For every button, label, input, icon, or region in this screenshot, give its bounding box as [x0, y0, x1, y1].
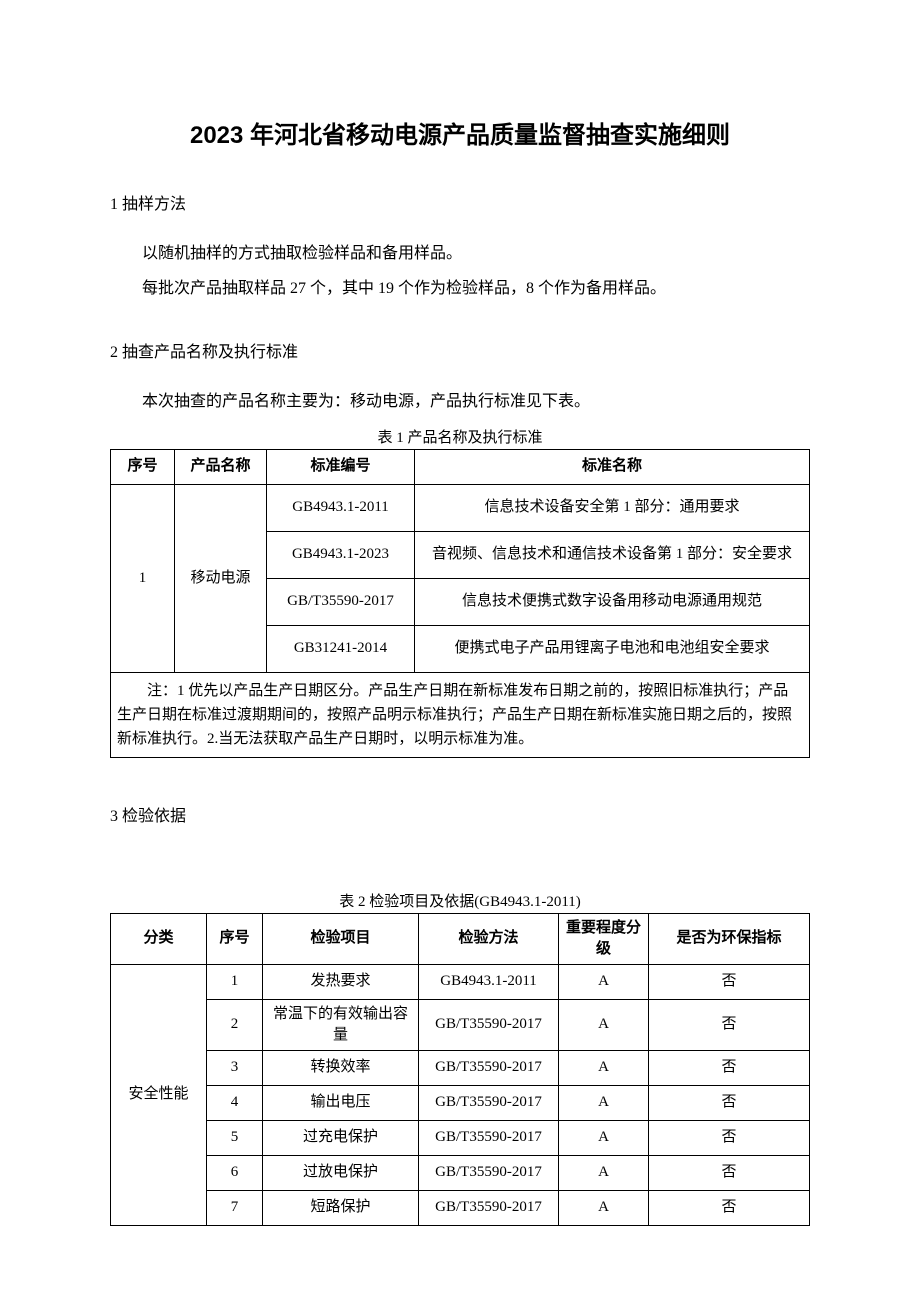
t1-product: 移动电源: [175, 484, 267, 672]
t2-method: GB/T35590-2017: [419, 1155, 559, 1190]
table-1-header-row: 序号 产品名称 标准编号 标准名称: [111, 449, 810, 484]
table-row: 1 移动电源 GB4943.1-2011 信息技术设备安全第 1 部分：通用要求: [111, 484, 810, 531]
t2-h6: 是否为环保指标: [649, 913, 810, 964]
t2-method: GB/T35590-2017: [419, 1190, 559, 1225]
t1-note-cell: 注：1 优先以产品生产日期区分。产品生产日期在新标准发布日期之前的，按照旧标准执…: [111, 672, 810, 757]
t2-idx: 5: [207, 1120, 263, 1155]
t2-grade: A: [559, 964, 649, 999]
t2-item: 输出电压: [263, 1085, 419, 1120]
t2-method: GB/T35590-2017: [419, 1120, 559, 1155]
t1-note-text: 注：1 优先以产品生产日期区分。产品生产日期在新标准发布日期之前的，按照旧标准执…: [117, 679, 803, 751]
section-2-para-1: 本次抽查的产品名称主要为：移动电源，产品执行标准见下表。: [110, 388, 810, 415]
table-row: 5 过充电保护 GB/T35590-2017 A 否: [111, 1120, 810, 1155]
t2-grade: A: [559, 1085, 649, 1120]
t2-env: 否: [649, 999, 810, 1050]
t2-env: 否: [649, 1050, 810, 1085]
section-2-heading: 2 抽查产品名称及执行标准: [110, 338, 810, 362]
t2-grade: A: [559, 1155, 649, 1190]
t2-item: 过充电保护: [263, 1120, 419, 1155]
t2-env: 否: [649, 1190, 810, 1225]
section-1-para-2: 每批次产品抽取样品 27 个，其中 19 个作为检验样品，8 个作为备用样品。: [110, 275, 810, 302]
t2-idx: 6: [207, 1155, 263, 1190]
t2-h2: 序号: [207, 913, 263, 964]
table-2-caption: 表 2 检验项目及依据(GB4943.1-2011): [110, 890, 810, 911]
t2-h3: 检验项目: [263, 913, 419, 964]
t1-name: 信息技术便携式数字设备用移动电源通用规范: [415, 578, 810, 625]
document-page: 2023 年河北省移动电源产品质量监督抽查实施细则 1 抽样方法 以随机抽样的方…: [0, 0, 920, 1286]
t1-code: GB31241-2014: [267, 625, 415, 672]
t2-category: 安全性能: [111, 964, 207, 1225]
t1-code: GB4943.1-2011: [267, 484, 415, 531]
t2-item: 短路保护: [263, 1190, 419, 1225]
table-1-note-row: 注：1 优先以产品生产日期区分。产品生产日期在新标准发布日期之前的，按照旧标准执…: [111, 672, 810, 757]
t1-h1: 序号: [111, 449, 175, 484]
t2-grade: A: [559, 999, 649, 1050]
t1-seq: 1: [111, 484, 175, 672]
t2-env: 否: [649, 964, 810, 999]
t2-idx: 7: [207, 1190, 263, 1225]
t2-idx: 3: [207, 1050, 263, 1085]
t2-method: GB/T35590-2017: [419, 999, 559, 1050]
table-1-caption: 表 1 产品名称及执行标准: [110, 426, 810, 447]
t1-h3: 标准编号: [267, 449, 415, 484]
table-row: 安全性能 1 发热要求 GB4943.1-2011 A 否: [111, 964, 810, 999]
t1-name: 信息技术设备安全第 1 部分：通用要求: [415, 484, 810, 531]
t2-h4: 检验方法: [419, 913, 559, 964]
t2-method: GB/T35590-2017: [419, 1050, 559, 1085]
table-1: 序号 产品名称 标准编号 标准名称 1 移动电源 GB4943.1-2011 信…: [110, 449, 810, 758]
table-2: 分类 序号 检验项目 检验方法 重要程度分级 是否为环保指标 安全性能 1 发热…: [110, 913, 810, 1226]
t2-grade: A: [559, 1050, 649, 1085]
t2-h1: 分类: [111, 913, 207, 964]
table-row: 2 常温下的有效输出容量 GB/T35590-2017 A 否: [111, 999, 810, 1050]
table-row: 3 转换效率 GB/T35590-2017 A 否: [111, 1050, 810, 1085]
t2-env: 否: [649, 1085, 810, 1120]
table-row: 4 输出电压 GB/T35590-2017 A 否: [111, 1085, 810, 1120]
t1-name: 便携式电子产品用锂离子电池和电池组安全要求: [415, 625, 810, 672]
section-1-heading: 1 抽样方法: [110, 190, 810, 214]
t2-grade: A: [559, 1190, 649, 1225]
t1-h4: 标准名称: [415, 449, 810, 484]
t2-grade: A: [559, 1120, 649, 1155]
page-title: 2023 年河北省移动电源产品质量监督抽查实施细则: [110, 115, 810, 150]
t2-method: GB4943.1-2011: [419, 964, 559, 999]
table-row: 6 过放电保护 GB/T35590-2017 A 否: [111, 1155, 810, 1190]
table-2-header-row: 分类 序号 检验项目 检验方法 重要程度分级 是否为环保指标: [111, 913, 810, 964]
t1-h2: 产品名称: [175, 449, 267, 484]
t1-code: GB/T35590-2017: [267, 578, 415, 625]
table-row: 7 短路保护 GB/T35590-2017 A 否: [111, 1190, 810, 1225]
t2-env: 否: [649, 1155, 810, 1190]
section-1-para-1: 以随机抽样的方式抽取检验样品和备用样品。: [110, 240, 810, 267]
t1-code: GB4943.1-2023: [267, 531, 415, 578]
t2-item: 常温下的有效输出容量: [263, 999, 419, 1050]
t2-idx: 1: [207, 964, 263, 999]
t2-item: 过放电保护: [263, 1155, 419, 1190]
t2-item: 发热要求: [263, 964, 419, 999]
t2-env: 否: [649, 1120, 810, 1155]
section-3-heading: 3 检验依据: [110, 802, 810, 826]
t1-name: 音视频、信息技术和通信技术设备第 1 部分：安全要求: [415, 531, 810, 578]
t2-item: 转换效率: [263, 1050, 419, 1085]
t2-method: GB/T35590-2017: [419, 1085, 559, 1120]
t2-idx: 2: [207, 999, 263, 1050]
t2-h5: 重要程度分级: [559, 913, 649, 964]
t2-idx: 4: [207, 1085, 263, 1120]
